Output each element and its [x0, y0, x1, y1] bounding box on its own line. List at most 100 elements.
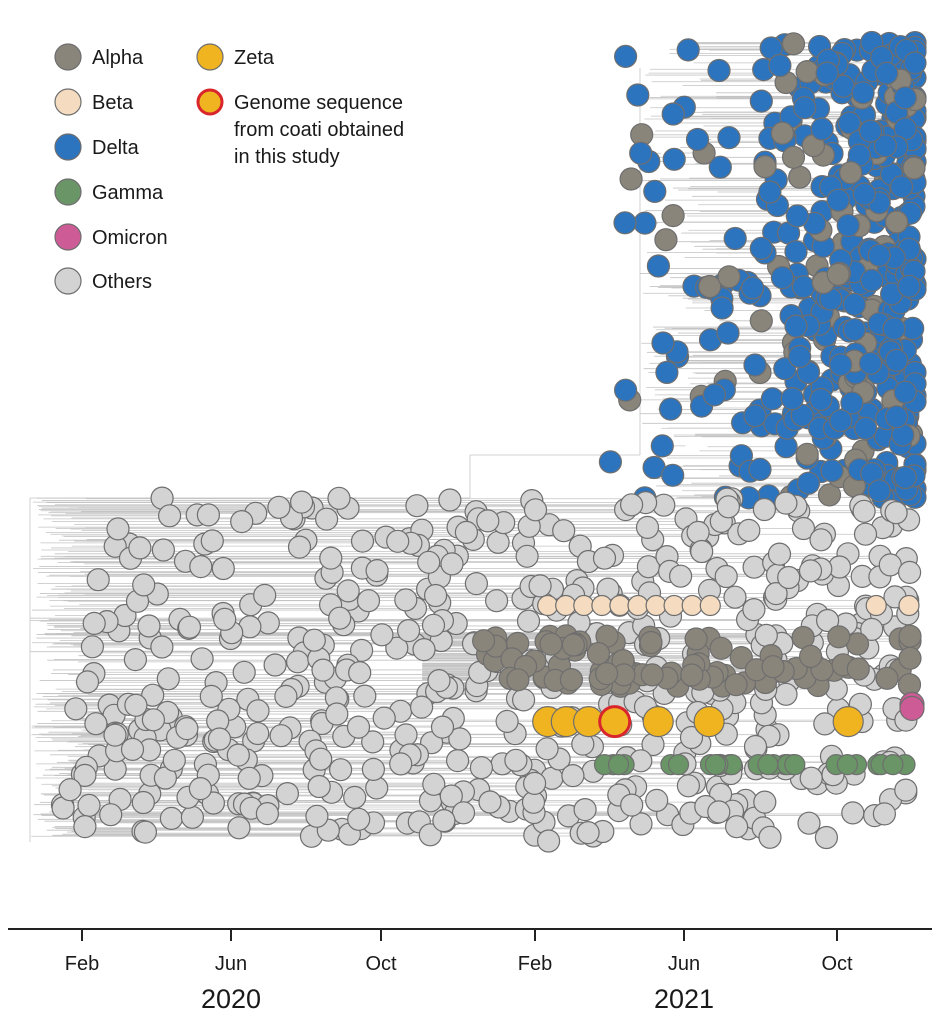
tip-others: [690, 539, 714, 564]
tip-others: [389, 752, 413, 776]
tip-others: [421, 613, 446, 637]
tip-alpha: [586, 641, 611, 666]
tip-others: [246, 721, 270, 746]
tip-others: [872, 802, 897, 826]
tip-others: [405, 494, 429, 518]
tip-others: [536, 829, 561, 853]
tip-others: [422, 772, 446, 796]
tip-delta: [743, 353, 767, 377]
tip-others: [274, 684, 298, 709]
tip-others: [150, 635, 174, 659]
tip-others: [275, 781, 299, 806]
x-tick-label: Feb: [518, 953, 552, 975]
legend-label-zeta: Zeta: [234, 47, 275, 69]
tip-others: [309, 747, 333, 771]
x-tick-label: Jun: [215, 953, 247, 975]
tip-others: [200, 529, 224, 553]
tip-others: [226, 743, 250, 767]
tip-gamma: [784, 753, 806, 776]
legend-item-coati: Genome sequence from coati obtained in t…: [196, 88, 404, 168]
tip-delta: [867, 479, 891, 503]
tip-alpha: [817, 483, 842, 507]
tip-others: [123, 647, 147, 672]
tip-delta: [809, 387, 833, 412]
tip-alpha: [798, 644, 823, 669]
tip-delta: [875, 61, 899, 85]
tip-alpha: [709, 636, 733, 660]
tip-alpha: [654, 228, 678, 252]
tip-others: [619, 493, 644, 517]
legend-item-delta: Delta: [54, 133, 140, 161]
tip-others: [175, 716, 199, 741]
tip-others: [878, 553, 902, 577]
legend-marker-beta: [54, 88, 82, 116]
tip-alpha: [827, 625, 851, 649]
tip-others: [742, 597, 766, 622]
tip-others: [263, 653, 287, 677]
legend-marker-others: [54, 267, 82, 295]
tip-others: [592, 546, 617, 570]
tip-delta: [646, 254, 671, 278]
tip-others: [724, 815, 749, 839]
tip-others: [427, 668, 451, 693]
tip-others: [504, 748, 528, 772]
tip-others: [485, 589, 509, 613]
tip-others: [451, 801, 476, 825]
tip-alpha: [795, 59, 819, 84]
tip-delta: [796, 471, 821, 495]
tip-delta: [836, 213, 860, 237]
tip-beta: [537, 594, 559, 617]
tip-gamma: [607, 753, 630, 776]
tip-others: [58, 778, 82, 802]
tip-delta: [723, 226, 747, 251]
tip-others: [446, 748, 470, 773]
tip-others: [439, 784, 463, 808]
tip-delta: [629, 141, 653, 165]
tip-alpha: [640, 663, 664, 687]
tip-delta: [784, 314, 808, 338]
tip-alpha: [898, 646, 922, 670]
tip-others: [162, 748, 186, 772]
tip-others: [754, 623, 778, 648]
tip-delta: [613, 211, 637, 235]
tip-others: [469, 756, 493, 780]
tip-others: [151, 538, 175, 562]
tip-others: [798, 559, 823, 583]
tip-others: [120, 737, 145, 762]
tip-others: [753, 790, 777, 814]
tree-tips: [50, 30, 927, 853]
tip-others: [464, 571, 488, 596]
tip-others: [438, 488, 462, 512]
tip-delta: [842, 318, 867, 342]
tip-others: [774, 491, 798, 515]
tip-others: [752, 497, 777, 522]
tip-beta: [699, 594, 721, 617]
tip-others: [230, 509, 254, 534]
tip-delta: [650, 434, 674, 458]
tip-others: [307, 774, 331, 799]
tip-alpha: [839, 161, 863, 185]
tip-others: [336, 579, 360, 603]
tip-alpha: [846, 657, 870, 681]
tip-alpha: [639, 630, 663, 655]
tip-others: [476, 509, 500, 533]
tip-others: [325, 702, 349, 726]
x-tick-label: Oct: [821, 953, 853, 975]
tip-delta: [749, 89, 773, 113]
tip-others: [141, 683, 165, 707]
tip-others: [797, 811, 821, 835]
legend-label-others: Others: [92, 271, 152, 293]
tip-others: [188, 776, 212, 801]
tip-others: [894, 778, 918, 802]
tip-beta: [573, 594, 595, 617]
legend-item-omicron: Omicron: [54, 223, 168, 251]
tip-alpha: [795, 442, 819, 466]
tip-delta: [685, 127, 710, 152]
tip-others: [346, 715, 371, 739]
legend-marker-omicron: [54, 223, 82, 251]
tip-alpha: [761, 655, 785, 679]
tip-others: [348, 661, 372, 685]
tip-others: [417, 550, 441, 574]
tip-others: [106, 517, 130, 541]
tip-alpha: [729, 645, 753, 670]
